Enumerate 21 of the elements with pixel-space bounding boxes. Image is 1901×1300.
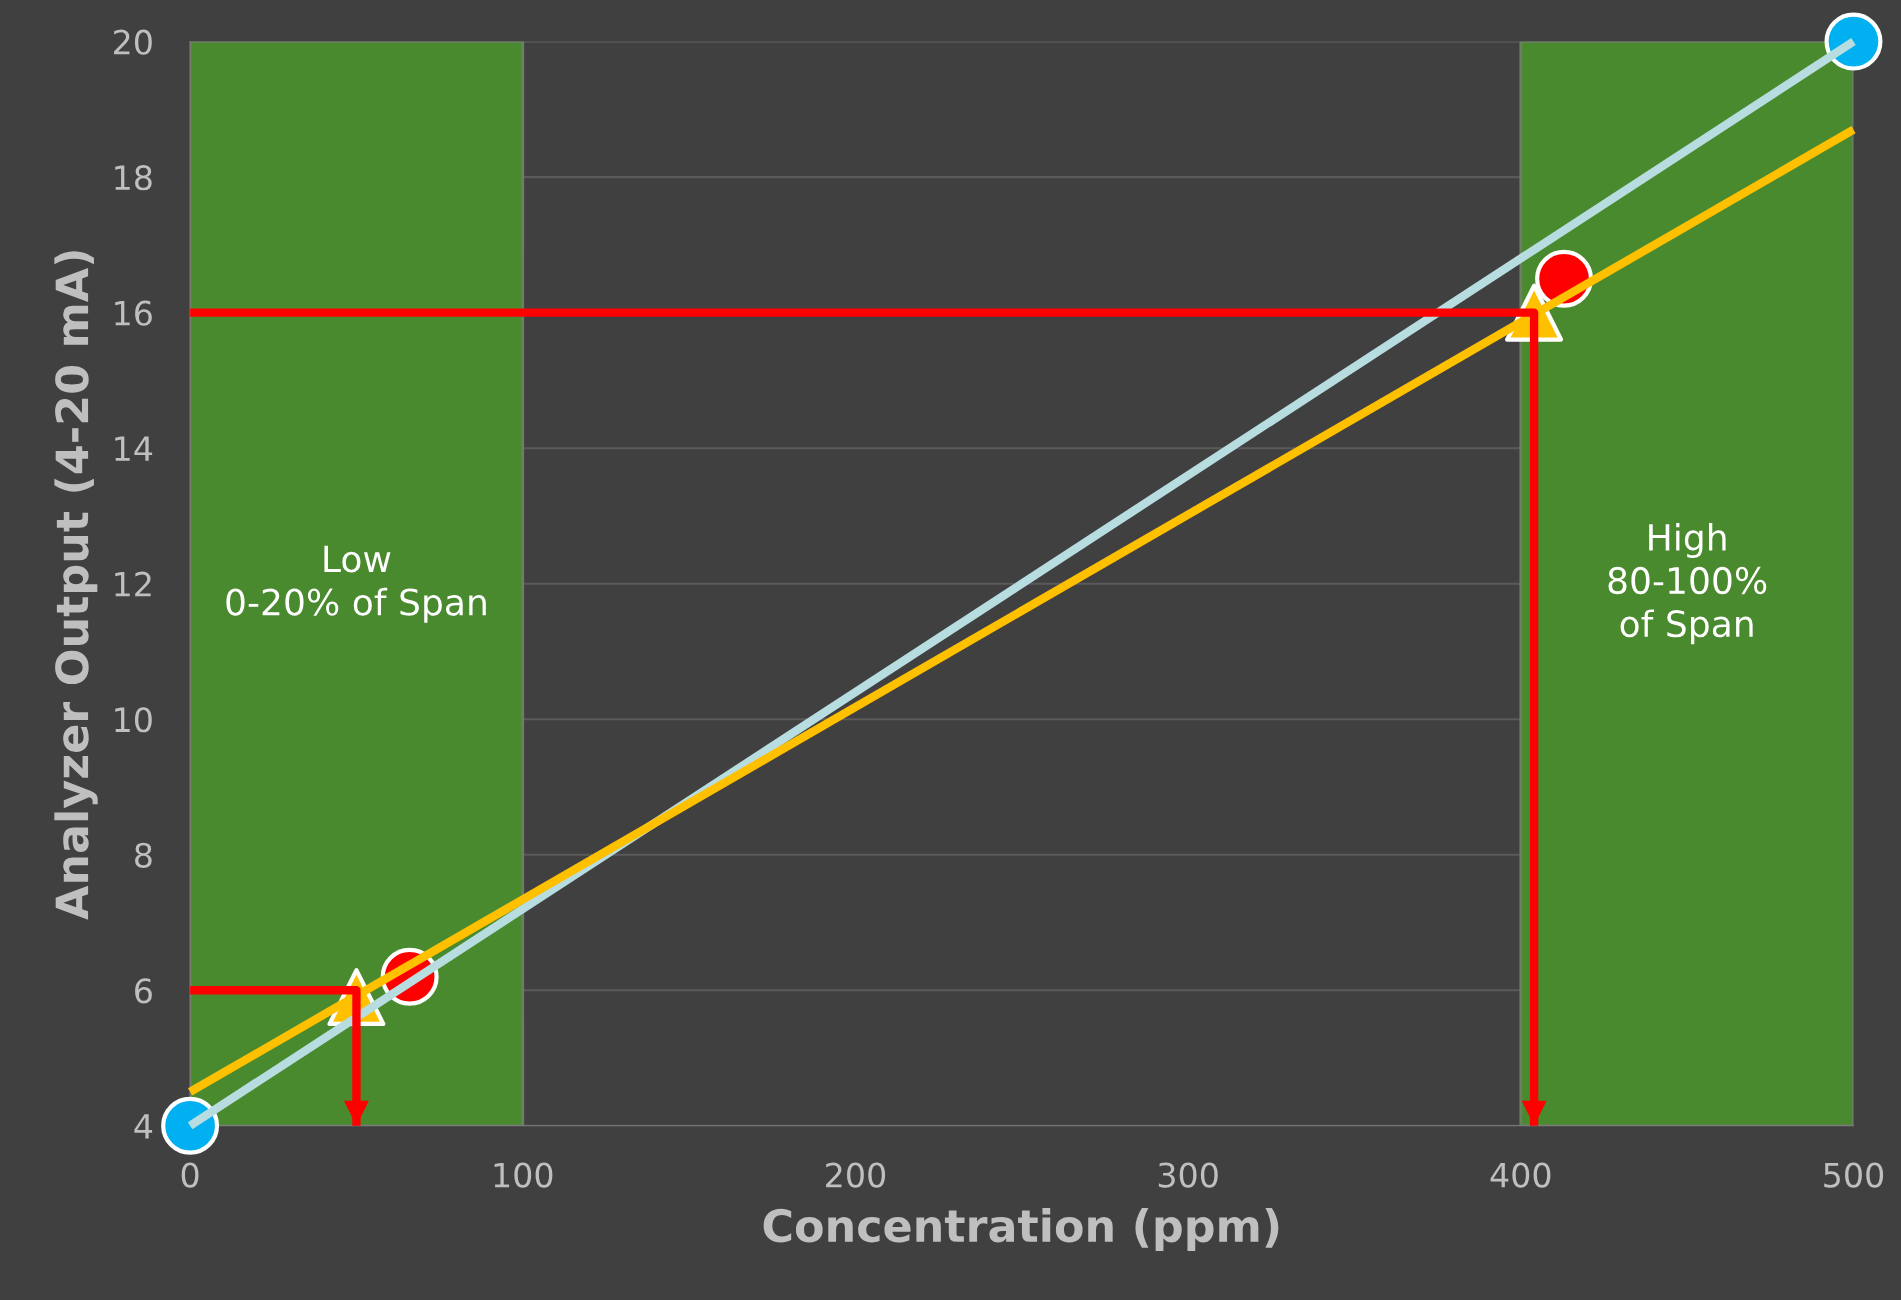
y-tick-label: 16 (115, 300, 152, 326)
x-tick-label: 200 (826, 1162, 886, 1188)
point (161, 1096, 220, 1155)
x-tick-label: 0 (181, 1162, 199, 1188)
y-tick-label: 12 (115, 571, 151, 597)
y-tick-label: 8 (135, 842, 152, 868)
band-label: Low 0-20% of Span (226, 545, 486, 623)
x-axis-title: Concentration (ppm) (763, 1208, 1279, 1252)
y-tick-label: 20 (114, 29, 152, 55)
y-tick-label: 14 (115, 436, 153, 461)
x-tick-label: 100 (494, 1162, 553, 1188)
x-tick-label: 500 (1824, 1162, 1884, 1188)
y-tick-label: 4 (134, 1114, 153, 1139)
band-label: High 80-100% of Span (1608, 523, 1767, 645)
x-tick-label: 300 (1158, 1162, 1218, 1188)
y-tick-label: 18 (115, 165, 152, 191)
y-tick-label: 10 (115, 707, 152, 733)
x-tick-label: 400 (1490, 1162, 1551, 1188)
point (1824, 12, 1883, 71)
y-tick-label: 6 (135, 978, 152, 1004)
y-axis-title: Analyzer Output (4-20 mA) (54, 251, 98, 920)
